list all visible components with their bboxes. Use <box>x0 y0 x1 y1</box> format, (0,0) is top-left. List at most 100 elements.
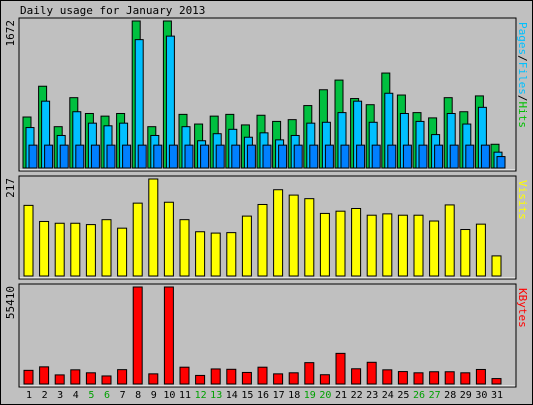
x-tick-label: 21 <box>335 390 347 401</box>
bar-visits-21 <box>335 210 346 277</box>
x-tick-label: 18 <box>288 390 300 401</box>
bar-kbytes-27 <box>429 371 440 385</box>
bar-visits-11 <box>179 219 190 277</box>
bar-visits-6 <box>101 219 112 277</box>
bar-pages-11 <box>184 144 194 169</box>
bar-visits-7 <box>117 227 128 277</box>
bar-visits-12 <box>195 231 206 277</box>
x-tick-label: 2 <box>42 390 48 401</box>
x-tick-label: 14 <box>226 390 238 401</box>
bar-kbytes-25 <box>397 371 408 385</box>
bar-pages-15 <box>246 144 256 169</box>
bar-kbytes-24 <box>382 369 393 385</box>
series-legend-part: Visits <box>516 180 529 220</box>
x-tick-label: 17 <box>273 390 285 401</box>
bar-kbytes-4 <box>70 369 81 385</box>
bar-visits-22 <box>351 208 362 277</box>
bar-kbytes-8 <box>132 286 143 385</box>
bar-visits-29 <box>460 229 471 277</box>
x-tick-label: 27 <box>429 390 441 401</box>
bar-pages-19 <box>309 144 319 169</box>
bar-visits-9 <box>148 178 159 277</box>
x-tick-label: 28 <box>444 390 456 401</box>
bar-kbytes-3 <box>54 374 65 385</box>
bar-pages-5 <box>90 144 100 169</box>
bar-visits-26 <box>413 214 424 277</box>
bar-kbytes-13 <box>210 368 221 385</box>
bar-pages-27 <box>434 144 444 169</box>
bar-visits-20 <box>319 212 330 277</box>
bar-pages-3 <box>59 144 69 169</box>
x-tick-label: 13 <box>210 390 222 401</box>
bar-kbytes-5 <box>85 372 96 385</box>
x-tick-label: 25 <box>397 390 409 401</box>
bar-kbytes-30 <box>475 368 486 385</box>
bar-kbytes-6 <box>101 375 112 385</box>
bar-kbytes-10 <box>163 286 174 385</box>
bar-visits-17 <box>273 189 284 277</box>
bar-visits-2 <box>39 220 50 277</box>
series-legend-part: / <box>516 55 529 62</box>
panel-visits: 217 Visits <box>4 175 529 280</box>
bar-kbytes-21 <box>335 352 346 385</box>
bar-pages-1 <box>28 144 38 169</box>
bar-pages-18 <box>293 144 303 169</box>
series-legend-label: Visits <box>516 180 529 220</box>
bar-pages-31 <box>496 156 506 169</box>
bar-kbytes-28 <box>444 371 455 385</box>
bar-kbytes-15 <box>241 371 252 385</box>
bar-pages-7 <box>122 144 132 169</box>
x-tick-label: 5 <box>88 390 94 401</box>
bar-visits-27 <box>429 220 440 277</box>
bar-visits-25 <box>397 214 408 277</box>
bar-kbytes-1 <box>23 369 34 385</box>
x-tick-label: 9 <box>151 390 157 401</box>
bar-visits-13 <box>210 232 221 277</box>
bar-pages-8 <box>137 144 147 169</box>
bar-visits-4 <box>70 222 81 277</box>
x-tick-label: 11 <box>179 390 191 401</box>
bar-visits-8 <box>132 202 143 277</box>
bar-kbytes-26 <box>413 372 424 385</box>
bar-kbytes-17 <box>273 373 284 385</box>
series-legend-part: Hits <box>516 102 529 129</box>
bar-kbytes-16 <box>257 366 268 385</box>
bar-visits-5 <box>85 224 96 277</box>
bar-pages-2 <box>44 144 54 169</box>
x-tick-label: 8 <box>135 390 141 401</box>
bar-kbytes-23 <box>366 361 377 385</box>
series-legend-label: Pages/Files/Hits <box>516 22 529 128</box>
bar-kbytes-9 <box>148 373 159 385</box>
x-tick-label: 22 <box>351 390 363 401</box>
panel-pages-files-hits: 1672 Pages/Files/Hits <box>4 17 529 172</box>
x-tick-label: 3 <box>57 390 63 401</box>
series-legend-part: Files <box>516 62 529 95</box>
bar-visits-1 <box>23 204 34 277</box>
bar-kbytes-14 <box>226 368 237 385</box>
bar-pages-14 <box>231 144 241 169</box>
bar-pages-17 <box>278 144 288 169</box>
bar-kbytes-29 <box>460 372 471 385</box>
series-legend-label: KBytes <box>516 288 529 328</box>
bar-visits-19 <box>304 198 315 277</box>
y-max-label: 55410 <box>4 286 17 319</box>
bar-pages-10 <box>168 144 178 169</box>
bar-pages-12 <box>200 144 210 169</box>
bar-kbytes-20 <box>319 374 330 385</box>
x-tick-label: 10 <box>163 390 175 401</box>
series-legend-part: Pages <box>516 22 529 55</box>
bar-kbytes-2 <box>39 366 50 385</box>
bar-visits-23 <box>366 214 377 277</box>
x-tick-label: 1 <box>26 390 32 401</box>
series-legend-part: / <box>516 95 529 102</box>
y-max-label: 1672 <box>4 20 17 47</box>
bar-visits-10 <box>163 201 174 277</box>
series-legend-part: KBytes <box>516 288 529 328</box>
x-tick-label: 12 <box>195 390 207 401</box>
bar-pages-16 <box>262 144 272 169</box>
bar-pages-25 <box>402 144 412 169</box>
bar-visits-3 <box>54 222 65 277</box>
bar-pages-20 <box>324 144 334 169</box>
